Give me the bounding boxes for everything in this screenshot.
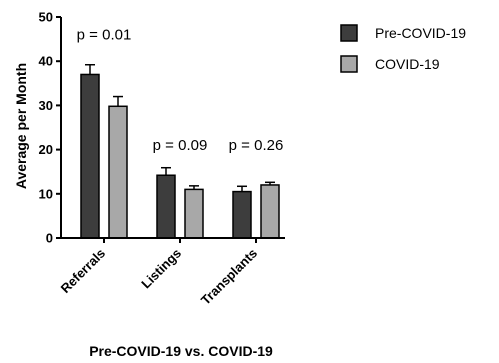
x-axis-title: Pre-COVID-19 vs. COVID-19	[89, 343, 273, 359]
y-tick-label: 0	[46, 231, 53, 246]
y-axis-title: Average per Month	[13, 63, 29, 189]
y-tick-label: 50	[39, 10, 53, 25]
axes-layer	[56, 16, 285, 243]
bar-referrals-pre-covid	[80, 73, 100, 239]
legend: Pre-COVID-19 COVID-19	[340, 24, 466, 73]
p-value-annotation-transplants: p = 0.26	[229, 137, 284, 154]
bar-listings-covid	[184, 188, 204, 239]
x-tick-label-transplants: Transplants	[198, 246, 260, 308]
y-tick-label: 40	[39, 54, 53, 69]
bar-listings-pre-covid	[156, 174, 176, 239]
y-tick-label: 30	[39, 98, 53, 113]
p-value-annotation-referrals: p = 0.01	[77, 27, 132, 44]
bar-transplants-pre-covid	[232, 190, 252, 239]
labels-layer: 0 10 20 30 40 50 Referrals Listings Transplants p…	[39, 10, 284, 308]
legend-label-pre-covid: Pre-COVID-19	[375, 25, 466, 41]
x-tick-label-listings: Listings	[138, 246, 184, 292]
legend-label-covid: COVID-19	[375, 56, 440, 72]
bar-transplants-covid	[260, 184, 280, 239]
y-tick-label: 10	[39, 186, 53, 201]
y-tick-label: 20	[39, 142, 53, 157]
legend-swatch-covid	[340, 55, 358, 73]
x-tick-label-referrals: Referrals	[58, 246, 108, 296]
p-value-annotation-listings: p = 0.09	[153, 137, 208, 154]
bar-referrals-covid	[108, 105, 128, 239]
legend-swatch-pre-covid	[340, 24, 358, 42]
